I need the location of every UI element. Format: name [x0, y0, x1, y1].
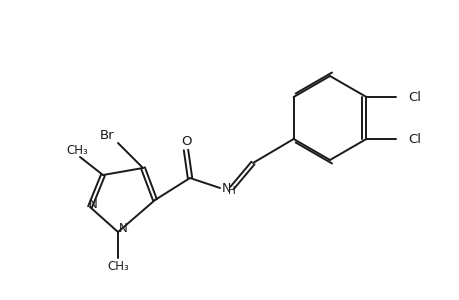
Text: N: N — [222, 182, 231, 194]
Text: O: O — [181, 134, 192, 148]
Text: Br: Br — [99, 128, 114, 142]
Text: H: H — [228, 186, 235, 196]
Text: N: N — [89, 199, 97, 212]
Text: Cl: Cl — [408, 133, 420, 146]
Text: CH₃: CH₃ — [66, 143, 88, 157]
Text: N: N — [118, 223, 127, 236]
Text: CH₃: CH₃ — [107, 260, 129, 274]
Text: Cl: Cl — [408, 91, 420, 103]
